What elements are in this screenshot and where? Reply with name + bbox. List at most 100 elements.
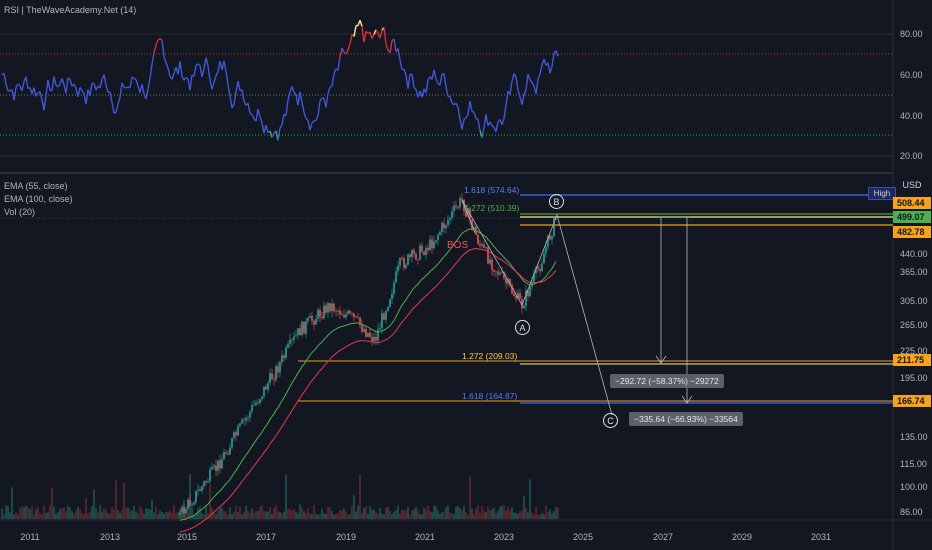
rsi-segment: [503, 105, 507, 119]
rsi-segment: [469, 100, 473, 112]
volume-bar: [417, 510, 419, 519]
candle-body: [483, 244, 485, 248]
rsi-segment: [155, 39, 159, 45]
price-tick: 86.00: [900, 507, 923, 517]
wave-abc-projection: [461, 199, 613, 416]
rsi-segment: [205, 57, 209, 66]
volume-bar: [423, 507, 425, 519]
candle-body: [541, 263, 543, 272]
candle-body: [505, 278, 507, 284]
candle-body: [517, 292, 519, 299]
volume-bar: [229, 507, 231, 519]
volume-bar: [555, 506, 557, 519]
volume-bar: [205, 505, 207, 519]
rsi-segment: [197, 63, 201, 67]
volume-bar: [65, 511, 67, 519]
volume-bar: [341, 510, 343, 519]
candle-body: [185, 508, 187, 514]
rsi-segment: [21, 81, 25, 92]
candle-body: [229, 447, 231, 455]
candle-body: [191, 504, 193, 506]
candle-body: [353, 313, 355, 318]
volume-bar: [85, 498, 87, 519]
rsi-segment: [165, 62, 169, 69]
rsi-segment: [325, 93, 329, 108]
volume-bar: [67, 505, 69, 519]
volume-bar: [265, 511, 267, 519]
volume-bar: [289, 509, 291, 519]
volume-bar: [297, 513, 299, 519]
time-tick: 2023: [493, 532, 515, 542]
candle-body: [551, 236, 553, 240]
wave-label-b[interactable]: B: [549, 194, 564, 209]
candle-body: [321, 316, 323, 319]
candle-body: [357, 316, 359, 318]
volume-bar: [531, 512, 533, 519]
rsi-segment: [163, 56, 167, 64]
volume-bar: [537, 514, 539, 519]
volume-bar: [357, 505, 359, 519]
volume-bar: [283, 511, 285, 519]
time-tick: 2027: [652, 532, 674, 542]
rsi-segment: [77, 87, 81, 98]
candle-body: [355, 316, 357, 318]
rsi-segment: [99, 79, 103, 89]
rsi-segment: [151, 53, 155, 65]
volume-bar: [507, 506, 509, 519]
candle-body: [193, 502, 195, 505]
volume-bar: [377, 513, 379, 519]
currency-button[interactable]: USD: [902, 180, 922, 190]
measure-box-2[interactable]: −335.64 (−66.93%) −33564: [629, 412, 743, 426]
rsi-segment: [249, 112, 253, 115]
rsi-segment: [5, 84, 9, 91]
rsi-segment: [303, 112, 307, 119]
volume-legend[interactable]: Vol (20): [4, 207, 36, 217]
rsi-segment: [129, 77, 133, 88]
wave-label-c[interactable]: C: [603, 413, 618, 428]
candle-body: [375, 336, 377, 341]
volume-bar: [547, 511, 549, 519]
candle-body: [497, 271, 499, 275]
time-tick: 2011: [20, 532, 40, 542]
rsi-legend[interactable]: RSI | TheWaveAcademy.Net (14): [4, 5, 137, 15]
price-tag-166: 166.74: [893, 395, 931, 407]
measure-box-1[interactable]: −292.72 (−58.37%) −29272: [610, 374, 724, 388]
volume-bar: [511, 506, 513, 519]
candle-body: [237, 425, 239, 436]
volume-bar: [225, 511, 227, 519]
volume-bar: [545, 505, 547, 519]
rsi-segment: [385, 43, 389, 51]
volume-bar: [195, 513, 197, 519]
volume-bar: [475, 507, 477, 519]
rsi-segment: [439, 74, 443, 86]
candle-body: [243, 419, 245, 421]
candle-body: [415, 253, 417, 260]
candle-body: [535, 267, 537, 274]
candle-body: [459, 198, 461, 208]
volume-bar: [203, 514, 205, 519]
ema55-legend[interactable]: EMA (55, close): [4, 181, 68, 191]
rsi-segment: [543, 58, 547, 66]
rsi-segment: [157, 38, 161, 41]
volume-bar: [473, 514, 475, 519]
volume-bar: [457, 505, 459, 519]
rsi-segment: [397, 48, 401, 61]
candle-body: [385, 311, 387, 320]
candle-body: [309, 315, 311, 319]
volume-bar: [151, 500, 153, 519]
wave-label-a[interactable]: A: [515, 320, 530, 335]
candle-body: [225, 452, 227, 454]
candle-body: [213, 465, 215, 467]
rsi-segment: [467, 100, 471, 115]
candle-body: [265, 386, 267, 390]
ema100-legend[interactable]: EMA (100, close): [4, 194, 73, 204]
volume-bar: [73, 513, 75, 519]
rsi-segment: [51, 76, 55, 91]
candle-body: [499, 272, 501, 275]
time-tick: 2015: [176, 532, 198, 542]
candle-body: [179, 512, 181, 515]
rsi-segment: [489, 121, 493, 126]
candle-body: [201, 486, 203, 491]
candle-body: [383, 313, 385, 320]
